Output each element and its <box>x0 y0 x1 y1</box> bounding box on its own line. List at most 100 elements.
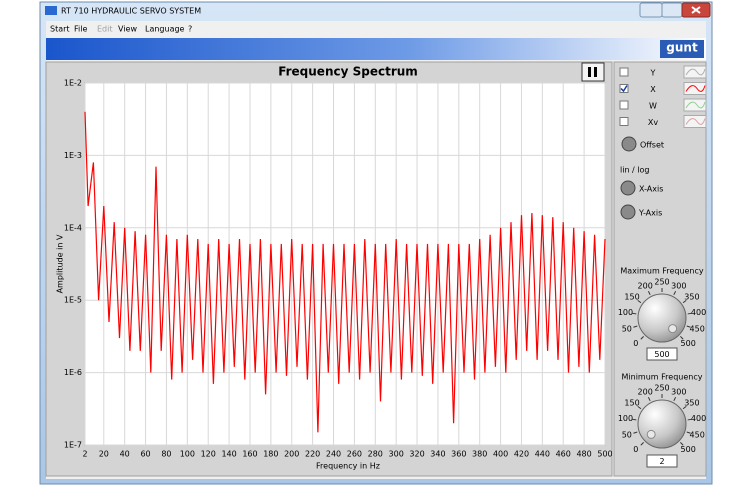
lin-log-label: lin / log <box>620 166 650 175</box>
knob-tick <box>686 431 691 434</box>
knob-value: 2 <box>659 457 664 466</box>
knob-scale-label: 400 <box>691 414 706 423</box>
menu-bar: Start File Edit View Language? <box>50 25 192 34</box>
knob-scale-label: 300 <box>671 387 686 396</box>
menu-item[interactable]: Start <box>50 25 70 34</box>
knob-scale-label: 500 <box>681 445 696 454</box>
spectrum-line <box>84 111 606 433</box>
min-frequency-label: Minimum Frequency <box>622 373 703 382</box>
y-tick-label: 1E-7 <box>64 441 82 450</box>
close-icon <box>691 6 701 14</box>
knob-value-box[interactable] <box>646 454 678 468</box>
knob-tick <box>682 299 687 304</box>
knob-scale-label: 350 <box>684 398 699 407</box>
app-icon <box>45 6 57 15</box>
x-tick-label: 20 <box>99 450 109 459</box>
y-axis-label: Amplitude in V <box>56 234 65 293</box>
x-axis-button-label: X-Axis <box>639 185 663 194</box>
knob-tick <box>687 418 692 421</box>
maximize-button[interactable] <box>661 2 683 18</box>
x-tick-label: 260 <box>347 450 362 459</box>
knob-scale-label: 0 <box>633 445 638 454</box>
x-tick-label: 360 <box>451 450 466 459</box>
knob-tick <box>632 418 637 421</box>
x-tick-label: 120 <box>201 450 216 459</box>
channel-checkbox[interactable] <box>619 100 629 110</box>
knob-scale-label: 150 <box>624 398 639 407</box>
channel-label: W <box>649 102 657 111</box>
menu-item[interactable]: Language <box>145 25 185 34</box>
knob-tick <box>647 397 651 402</box>
x-tick-label: 60 <box>140 450 150 459</box>
x-tick-label: 280 <box>368 450 383 459</box>
x-axis-label: Frequency in Hz <box>316 462 380 471</box>
x-tick-label: 2 <box>82 450 87 459</box>
x-tick-label: 380 <box>472 450 487 459</box>
y-axis-button[interactable] <box>620 204 636 220</box>
knob[interactable] <box>637 293 687 343</box>
knob-scale-label: 300 <box>671 281 686 290</box>
menu-item[interactable]: ? <box>188 25 192 34</box>
knob-scale-label: 200 <box>638 281 653 290</box>
x-tick-label: 80 <box>161 450 171 459</box>
knob-tick <box>633 431 638 434</box>
knob-value: 500 <box>654 350 669 359</box>
knob-tick <box>640 336 644 340</box>
x-tick-label: 240 <box>326 450 341 459</box>
channel-icon-wave <box>685 68 706 76</box>
x-tick-label: 340 <box>430 450 445 459</box>
x-tick-label: 300 <box>389 450 404 459</box>
offset-button[interactable] <box>621 136 637 152</box>
pause-icon <box>594 67 597 77</box>
knob-scale-label: 200 <box>638 387 653 396</box>
pause-button[interactable] <box>581 62 605 82</box>
plot: 1E-71E-61E-51E-41E-31E-22 20 40 60 80 100 120 1… <box>64 79 613 459</box>
channel-checkbox[interactable] <box>619 67 629 77</box>
y-tick-label: 1E-6 <box>64 368 82 377</box>
menu-item[interactable]: View <box>118 25 137 34</box>
knob-pointer <box>646 429 656 439</box>
x-tick-label: 200 <box>284 450 299 459</box>
knob-scale-label: 450 <box>690 431 705 440</box>
logo <box>660 40 704 58</box>
channel-icon <box>683 65 707 79</box>
channel-label: Xv <box>648 118 658 127</box>
x-tick-label: 220 <box>305 450 320 459</box>
knob-tick <box>687 312 692 315</box>
max-frequency-label: Maximum Frequency <box>620 267 704 276</box>
channel-label: X <box>650 85 656 94</box>
knob-tick <box>637 405 642 410</box>
x-tick-label: 460 <box>556 450 571 459</box>
knob-scale-label: 50 <box>622 325 632 334</box>
x-tick-label: 440 <box>535 450 550 459</box>
knob[interactable] <box>637 399 687 449</box>
knob-tick <box>647 291 651 296</box>
knob-tick <box>632 312 637 315</box>
knob-scale-label: 350 <box>684 292 699 301</box>
channel-icon <box>683 115 707 128</box>
x-tick-label: 400 <box>493 450 508 459</box>
y-tick-label: 1E-4 <box>64 223 82 232</box>
y-tick-label: 1E-2 <box>64 79 82 88</box>
minimize-button[interactable] <box>639 2 663 18</box>
knob-scale-label: 250 <box>654 384 669 393</box>
x-tick-label: 500 <box>597 450 612 459</box>
channel-checkbox[interactable] <box>619 84 629 93</box>
knob-scale-label: 400 <box>691 308 706 317</box>
knob-scale-label: 500 <box>681 339 696 348</box>
x-tick-label: 160 <box>242 450 257 459</box>
knob-value-box[interactable] <box>646 347 678 361</box>
knob-tick <box>637 299 642 304</box>
channel-icon-wave <box>685 118 706 125</box>
channel-checkbox[interactable] <box>619 117 629 126</box>
knob-tick <box>633 325 638 328</box>
pause-icon <box>588 67 591 77</box>
x-tick-label: 420 <box>514 450 529 459</box>
x-axis-button[interactable] <box>620 180 636 196</box>
channel-icon <box>683 82 707 95</box>
menu-item: Edit <box>97 25 113 34</box>
menu-item[interactable]: File <box>74 25 87 34</box>
